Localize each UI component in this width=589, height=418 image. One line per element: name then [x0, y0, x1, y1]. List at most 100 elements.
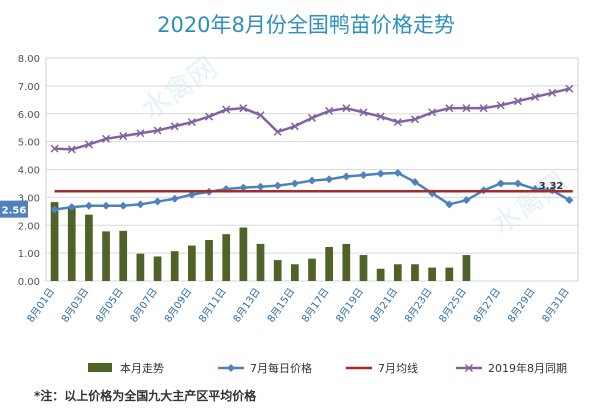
bar	[462, 255, 471, 281]
point	[513, 179, 522, 188]
x-tick-label: 8月13日	[231, 286, 263, 325]
x-tick-label: 8月23日	[402, 286, 434, 325]
bar	[188, 245, 196, 281]
point	[102, 201, 111, 210]
bar	[222, 234, 231, 281]
bar	[428, 267, 436, 281]
bar	[119, 230, 128, 281]
point	[513, 97, 522, 106]
x-tick-label: 8月19日	[334, 286, 366, 325]
point	[170, 122, 179, 131]
point	[445, 104, 454, 113]
point	[325, 175, 334, 184]
point	[222, 105, 231, 114]
y-axis: 0.00 1.00 2.00 3.00 4.00 5.00 6.00 7.00 8.00	[18, 54, 40, 288]
x-tick-label: 8月27日	[471, 286, 503, 325]
bar	[50, 202, 59, 281]
point	[290, 179, 299, 188]
x-tick-label: 8月09日	[162, 286, 194, 325]
point	[256, 182, 265, 191]
point	[170, 194, 179, 203]
bar	[393, 264, 402, 281]
point	[496, 101, 505, 110]
data-label: 3.32	[539, 181, 564, 192]
x-tick-label: 8月07日	[128, 286, 160, 325]
point	[308, 176, 316, 185]
point	[410, 178, 419, 187]
legend-swatch	[88, 363, 112, 372]
bar	[376, 268, 385, 281]
point	[205, 112, 214, 121]
x-tick-label: 8月17日	[299, 286, 331, 325]
watermark-text: 水禽网	[135, 51, 223, 126]
y-tick-label: 1.00	[18, 249, 40, 260]
point	[462, 196, 471, 205]
point	[239, 104, 248, 113]
bar	[273, 260, 282, 281]
point	[565, 84, 574, 93]
x-tick-label: 8月31日	[540, 286, 572, 325]
point	[531, 92, 540, 102]
y-tick-label: 0.00	[18, 277, 40, 288]
chart-title: 2020年8月份全国鸭苗价格走势	[157, 13, 455, 37]
x-tick-label: 8月11日	[196, 286, 228, 325]
point	[136, 200, 145, 209]
point	[393, 118, 402, 127]
x-tick-label: 8月29日	[505, 286, 537, 325]
x-tick-label: 8月21日	[368, 286, 400, 325]
x-tick-label: 8月05日	[93, 286, 125, 325]
point	[548, 88, 557, 97]
line-series	[50, 84, 574, 214]
point	[307, 113, 317, 122]
watermark-text: 水禽网	[485, 166, 573, 241]
x-tick-label: 8月15日	[265, 286, 297, 325]
point	[119, 201, 128, 210]
point	[359, 108, 368, 117]
bar	[67, 207, 76, 281]
point	[462, 104, 471, 113]
point	[496, 179, 505, 188]
point	[187, 190, 196, 199]
legend-label: 7月均线	[378, 361, 418, 375]
x-axis: 8月01日 8月03日 8月05日 8月07日 8月09日 8月11日 8月13日 8月15日…	[25, 286, 572, 325]
legend-marker	[227, 364, 235, 372]
x-tick-label: 8月25日	[437, 286, 469, 325]
bar	[205, 240, 213, 281]
point	[84, 201, 93, 210]
point	[445, 200, 454, 209]
chart-note: *注：以上价格为全国九大主产区平均价格	[34, 388, 257, 403]
bar-series	[50, 202, 471, 281]
bar	[290, 264, 299, 281]
point	[50, 205, 59, 214]
y-tick-label: 3.00	[18, 193, 40, 204]
bar	[325, 246, 334, 281]
point	[376, 112, 385, 121]
x-tick-label: 8月03日	[59, 286, 91, 325]
point	[290, 122, 299, 131]
bar	[85, 214, 93, 281]
y-tick-label: 7.00	[18, 82, 40, 93]
bar	[256, 243, 265, 281]
x-tick-label: 8月01日	[25, 286, 57, 325]
point	[102, 134, 111, 143]
data-label: 2.56	[2, 206, 27, 217]
point	[67, 145, 76, 154]
bar	[445, 267, 454, 281]
point	[153, 197, 162, 206]
point	[136, 129, 145, 138]
point	[50, 144, 59, 153]
point	[325, 106, 334, 115]
bar	[239, 227, 248, 281]
bar	[359, 255, 368, 281]
y-tick-label: 2.00	[18, 221, 40, 232]
bar	[153, 256, 162, 281]
point	[119, 132, 128, 141]
point	[67, 203, 76, 212]
point	[359, 171, 368, 180]
y-tick-label: 5.00	[18, 138, 40, 149]
point	[273, 181, 282, 190]
y-tick-label: 6.00	[18, 110, 40, 121]
point	[84, 140, 93, 149]
